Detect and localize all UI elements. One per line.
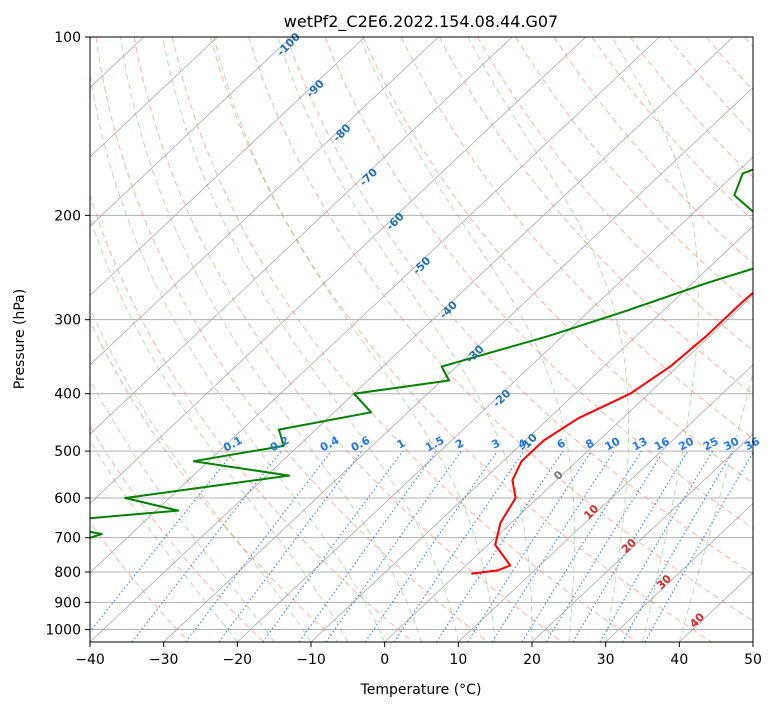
mixing-ratio-line bbox=[185, 450, 332, 642]
dry-adiabat-line bbox=[553, 37, 753, 265]
data-series bbox=[90, 168, 753, 575]
moist-adiabat-line bbox=[120, 37, 422, 642]
isotherm-line bbox=[458, 364, 753, 642]
moist-adiabat-line bbox=[611, 37, 700, 642]
dry-adiabat-line bbox=[629, 37, 753, 178]
y-tick-label: 100 bbox=[54, 30, 81, 46]
moist-adiabat-line bbox=[90, 71, 386, 642]
y-axis-title: Pressure (hPa) bbox=[12, 289, 28, 389]
x-tick-label: 50 bbox=[744, 652, 762, 668]
plot-frame bbox=[89, 36, 754, 643]
dry-adiabat-line bbox=[171, 37, 638, 642]
isotherm-line bbox=[90, 37, 513, 435]
isotherm-line bbox=[237, 156, 753, 642]
dry-adiabat-line bbox=[209, 37, 712, 642]
dry-adiabat-line bbox=[324, 37, 753, 530]
isotherm-line bbox=[90, 37, 660, 574]
y-tick-label: 600 bbox=[54, 491, 81, 507]
moist-adiabat-line bbox=[277, 37, 533, 642]
isotherm-line bbox=[605, 502, 753, 642]
moist-adiabat-line bbox=[678, 371, 753, 642]
mixing-ratio-label: 36 bbox=[742, 435, 762, 454]
isotherm-line bbox=[90, 37, 587, 504]
dry-adiabat-line bbox=[286, 37, 753, 575]
y-tick-label: 300 bbox=[54, 313, 81, 329]
mixing-ratio-label: 30 bbox=[722, 435, 742, 454]
y-tick-label: 200 bbox=[54, 208, 81, 224]
mixing-ratio-label: 16 bbox=[652, 435, 672, 454]
x-tick-label: −40 bbox=[75, 652, 105, 668]
dry-adiabat-line bbox=[362, 37, 753, 484]
isotherm-line bbox=[90, 37, 366, 297]
x-axis-title: Temperature (°C) bbox=[360, 682, 482, 698]
mixing-ratio-line bbox=[491, 450, 615, 642]
y-axis: 100 200 300 400 500 600 700 800 900 1000 bbox=[45, 30, 90, 638]
dewpoint-profile-line bbox=[90, 168, 753, 539]
x-tick-label: −20 bbox=[223, 652, 253, 668]
mixing-ratio-label: 25 bbox=[701, 435, 721, 454]
dry-adiabat-line bbox=[90, 194, 414, 642]
y-tick-label: 1000 bbox=[45, 622, 81, 638]
mixing-ratio-line bbox=[262, 450, 404, 642]
mixing-ratio-line bbox=[435, 450, 564, 642]
mixing-ratio-line bbox=[393, 450, 525, 642]
dry-adiabat-line bbox=[90, 319, 339, 642]
isotherm-line bbox=[384, 294, 753, 642]
mixing-ratio-line bbox=[325, 450, 462, 642]
dry-adiabat-line bbox=[400, 37, 753, 440]
y-tick-label: 500 bbox=[54, 444, 81, 460]
x-tick-label: 0 bbox=[380, 652, 389, 668]
isotherm-line bbox=[90, 37, 292, 227]
mixing-ratio-line bbox=[545, 450, 665, 642]
mixing-ratio-line bbox=[90, 450, 235, 633]
x-tick-label: −10 bbox=[296, 652, 326, 668]
isotherm-line bbox=[90, 37, 439, 366]
x-tick-label: 20 bbox=[523, 652, 541, 668]
moist-adiabat-line bbox=[213, 37, 496, 642]
mixing-ratio-label: 10 bbox=[603, 435, 623, 454]
moist-adiabat-line bbox=[90, 216, 349, 642]
mixing-ratio-label: 20 bbox=[676, 435, 696, 454]
y-tick-label: 800 bbox=[54, 565, 81, 581]
mixing-ratio-line bbox=[364, 450, 498, 642]
mixing-ratio-line bbox=[218, 450, 363, 642]
dry-adiabat-line bbox=[95, 37, 488, 642]
dry-adiabat-line bbox=[515, 37, 753, 308]
dry-adiabat-line bbox=[133, 37, 563, 642]
x-tick-label: 10 bbox=[449, 652, 467, 668]
y-tick-label: 900 bbox=[54, 595, 81, 611]
mixing-ratio-line bbox=[467, 450, 592, 642]
x-tick-label: 30 bbox=[597, 652, 615, 668]
isotherm-line bbox=[90, 37, 734, 642]
x-tick-label: 40 bbox=[670, 652, 688, 668]
isotherm-line bbox=[531, 433, 753, 642]
isotherm-line bbox=[90, 37, 218, 158]
moist-adiabat-line bbox=[359, 37, 575, 642]
x-tick-label: −30 bbox=[149, 652, 179, 668]
mixing-ratio-line bbox=[298, 450, 437, 642]
dry-adiabat-line bbox=[439, 37, 753, 395]
moist-adiabat-line bbox=[162, 37, 459, 642]
x-axis: −40 −30 −20 −10 0 10 20 30 40 50 bbox=[75, 642, 762, 668]
dry-adiabat-line bbox=[477, 37, 753, 352]
moist-adiabat-line bbox=[90, 439, 238, 642]
moist-adiabat-line bbox=[90, 378, 275, 642]
mixing-ratio-line bbox=[644, 451, 753, 642]
reference-lines bbox=[90, 37, 753, 642]
chart-title: wetPf2_C2E6.2022.154.08.44.G07 bbox=[284, 12, 558, 32]
isotherm-line bbox=[163, 87, 753, 642]
moist-adiabat-line bbox=[90, 306, 312, 642]
y-tick-label: 400 bbox=[54, 387, 81, 403]
temperature-profile-line bbox=[471, 291, 753, 575]
y-tick-label: 700 bbox=[54, 531, 81, 547]
mixing-ratio-label: 13 bbox=[630, 435, 650, 454]
moist-adiabat-line bbox=[467, 37, 630, 642]
